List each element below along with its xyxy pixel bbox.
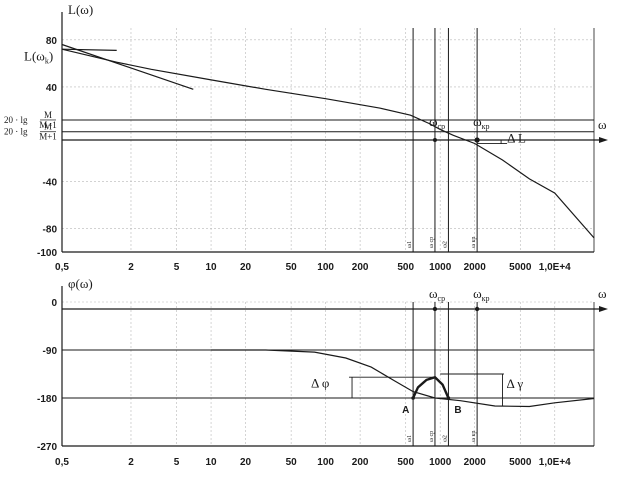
omega-cp-label-sub: cp <box>438 294 446 303</box>
Lk-label-close: ) <box>49 48 53 63</box>
frequency-marker-label: ω cp <box>429 237 435 248</box>
x-tick-label: 5 <box>174 262 180 273</box>
frequency-marker-label: ω1 <box>407 435 413 442</box>
omega-cp-label-sub: cp <box>438 122 446 131</box>
y-axis-label: L(ω) <box>68 2 93 17</box>
lg-prefix-label: 20 · lg <box>4 127 28 137</box>
y-tick-label: 0 <box>51 298 57 309</box>
x-tick-label: 2000 <box>464 457 487 468</box>
x-tick-label: 1,0E+4 <box>539 457 571 468</box>
omega-axis-label: ω <box>598 117 607 132</box>
point-label: A <box>402 405 409 416</box>
omega-kr-point <box>474 137 480 143</box>
series-line <box>61 43 194 90</box>
Lk-label-sub: k <box>45 56 49 65</box>
x-tick-label: 5000 <box>509 262 532 273</box>
lg-denominator: M−1 <box>39 120 57 130</box>
x-tick-label: 20 <box>240 457 252 468</box>
intersection-point <box>411 396 415 400</box>
omega-kr-label: ωкр <box>473 286 489 303</box>
y-tick-label: 40 <box>46 83 58 94</box>
frequency-marker-label: ω кр <box>471 237 477 248</box>
lg-denominator: M+1 <box>39 132 57 142</box>
y-tick-label: 80 <box>46 36 58 47</box>
x-tick-label: 5 <box>174 457 180 468</box>
x-tick-label: 0,5 <box>55 262 69 273</box>
omega-cp-point <box>432 138 437 142</box>
x-tick-label: 1000 <box>429 457 452 468</box>
frequency-marker-label: ω кр <box>471 431 477 442</box>
y-tick-label: -270 <box>37 442 57 453</box>
frequency-marker-label: ω1 <box>407 241 413 248</box>
x-tick-label: 2000 <box>464 262 487 273</box>
delta-L-label: Δ L <box>507 131 526 146</box>
x-tick-label: 20 <box>240 262 252 273</box>
intersection-point <box>446 396 451 400</box>
series-line <box>412 375 450 399</box>
phase-panel: ω ω1 ω cp ω2 ω кр 0 -90 -180 -270 0,5 2 5 10 20 50 100 2… <box>37 276 608 468</box>
x-tick-label: 5000 <box>509 457 532 468</box>
lg-prefix-label: 20 · lg <box>4 115 28 125</box>
y-tick-label: -80 <box>43 224 58 235</box>
x-tick-label: 10 <box>205 262 217 273</box>
Lk-label-main: L(ω <box>24 48 45 63</box>
omega-cp-label: ωcp <box>429 286 445 303</box>
y-tick-label: -180 <box>37 394 57 405</box>
omega-axis-arrow <box>599 306 608 312</box>
frequency-marker-label: ω2 <box>442 435 448 442</box>
x-tick-label: 0,5 <box>55 457 69 468</box>
x-tick-label: 1,0E+4 <box>539 262 571 273</box>
omega-kr-point <box>474 306 480 312</box>
omega-kr-label: ωкр <box>473 114 489 131</box>
x-tick-label: 50 <box>286 262 298 273</box>
magnitude-panel: ω ω1 ω cp ω2 ω кр 80 40 -40 -80 -100 0,5 2 5 10 20 50 10… <box>4 2 608 273</box>
y-tick-label: -90 <box>43 346 58 357</box>
x-tick-label: 100 <box>317 262 334 273</box>
series-line <box>211 349 595 408</box>
omega-kr-label-sub: кр <box>482 294 490 303</box>
omega-axis-arrow <box>599 137 608 143</box>
y-tick-label: -40 <box>43 177 58 188</box>
point-label: B <box>454 405 461 416</box>
x-tick-label: 200 <box>352 457 369 468</box>
omega-axis-label: ω <box>598 286 607 301</box>
omega-cp-label: ωcp <box>429 114 445 131</box>
omega-cp-label-main: ω <box>429 114 438 129</box>
omega-kr-label-main: ω <box>473 114 482 129</box>
x-tick-label: 10 <box>205 457 217 468</box>
frequency-marker-label: ω cp <box>429 431 435 442</box>
omega-kr-label-sub: кр <box>482 122 490 131</box>
series-line <box>61 48 595 239</box>
x-tick-label: 1000 <box>429 262 452 273</box>
omega-cp-label-main: ω <box>429 286 438 301</box>
y-axis-label: φ(ω) <box>68 276 93 291</box>
x-tick-label: 2 <box>128 457 134 468</box>
x-tick-label: 50 <box>286 457 298 468</box>
series-line <box>61 48 117 51</box>
x-tick-label: 500 <box>397 262 414 273</box>
Lk-label: L(ωk) <box>24 48 53 65</box>
delta-phi-label: Δ φ <box>311 375 329 390</box>
omega-cp-point <box>432 306 438 312</box>
delta-gamma-label: Δ γ <box>507 376 524 391</box>
x-tick-label: 500 <box>397 457 414 468</box>
x-tick-label: 100 <box>317 457 334 468</box>
omega-kr-label-main: ω <box>473 286 482 301</box>
lg-numerator: M <box>44 122 52 132</box>
lg-numerator: M <box>44 110 52 120</box>
frequency-marker-label: ω2 <box>442 241 448 248</box>
x-tick-label: 200 <box>352 262 369 273</box>
y-tick-label: -100 <box>37 248 57 259</box>
x-tick-label: 2 <box>128 262 134 273</box>
